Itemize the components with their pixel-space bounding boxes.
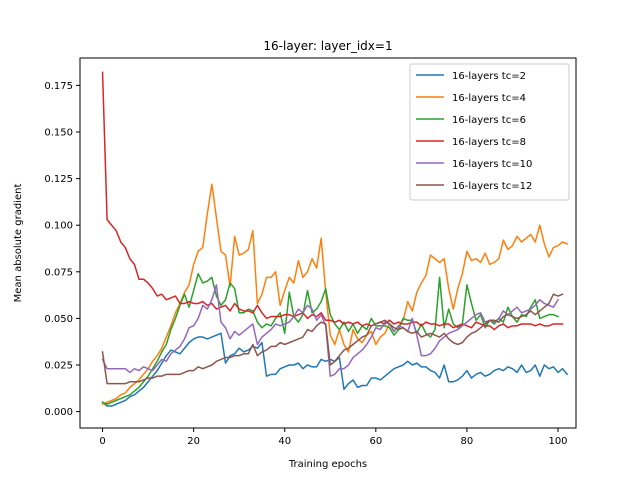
series-line-3 xyxy=(101,272,559,405)
x-axis: 0 20 40 60 80 100 xyxy=(99,428,568,447)
x-tick-label: 80 xyxy=(461,436,474,447)
series-line-5 xyxy=(101,284,560,377)
x-tick-label: 60 xyxy=(369,436,382,447)
y-tick-label: 0.000 xyxy=(44,407,73,418)
y-tick-label: 0.125 xyxy=(44,174,73,185)
y-axis-label: Mean absolute gradient xyxy=(13,184,24,303)
x-tick-label: 0 xyxy=(99,436,105,447)
y-tick-label: 0.100 xyxy=(44,221,73,232)
legend-entry-label: 16-layers tc=2 xyxy=(452,71,526,82)
series-line-6 xyxy=(101,293,564,385)
x-tick-label: 100 xyxy=(548,436,567,447)
legend-entry-label: 16-layers tc=4 xyxy=(452,93,526,104)
series-line-4 xyxy=(101,71,564,331)
legend-box xyxy=(409,63,570,201)
y-tick-label: 0.075 xyxy=(44,267,73,278)
legend-entry-label: 16-layers tc=8 xyxy=(452,137,526,148)
y-tick-label: 0.175 xyxy=(44,81,73,92)
legend-entry-label: 16-layers tc=10 xyxy=(452,159,532,170)
x-tick-label: 20 xyxy=(187,436,200,447)
y-tick-label: 0.025 xyxy=(44,360,73,371)
plot-area xyxy=(101,71,569,407)
y-tick-label: 0.050 xyxy=(44,314,73,325)
y-axis: 0.000 0.025 0.050 0.075 0.100 0.125 0.150 0.175 xyxy=(44,81,80,418)
x-tick-label: 40 xyxy=(278,436,291,447)
chart-title: 16-layer: layer_idx=1 xyxy=(263,39,392,53)
x-axis-label: Training epochs xyxy=(288,459,367,470)
axes-frame xyxy=(79,57,577,429)
legend: 16-layers tc=2 16-layers tc=4 16-layers tc… xyxy=(409,63,570,201)
legend-entry-label: 16-layers tc=12 xyxy=(452,181,532,192)
y-tick-label: 0.150 xyxy=(44,128,73,139)
legend-entry-label: 16-layers tc=6 xyxy=(452,115,526,126)
